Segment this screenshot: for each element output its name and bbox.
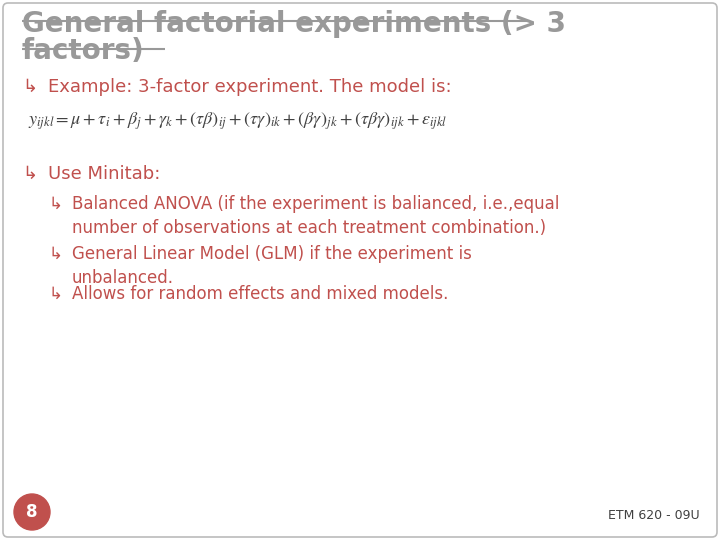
Text: Balanced ANOVA (if the experiment is balianced, i.e.,equal
number of observation: Balanced ANOVA (if the experiment is bal… — [72, 195, 559, 237]
Circle shape — [14, 494, 50, 530]
Text: General factorial experiments (> 3: General factorial experiments (> 3 — [22, 10, 566, 38]
Text: 8: 8 — [26, 503, 37, 521]
Text: Example: 3-factor experiment. The model is:: Example: 3-factor experiment. The model … — [48, 78, 451, 96]
Text: ↳: ↳ — [22, 165, 37, 183]
Text: Allows for random effects and mixed models.: Allows for random effects and mixed mode… — [72, 285, 449, 303]
Text: ETM 620 - 09U: ETM 620 - 09U — [608, 509, 700, 522]
Text: General Linear Model (GLM) if the experiment is
unbalanced.: General Linear Model (GLM) if the experi… — [72, 245, 472, 287]
Text: $y_{ijkl}= \mu + \tau_i + \beta_j + \gamma_k + (\tau\beta)_{ij} + (\tau\gamma)_{: $y_{ijkl}= \mu + \tau_i + \beta_j + \gam… — [28, 110, 447, 132]
Text: ↳: ↳ — [22, 78, 37, 96]
Text: factors): factors) — [22, 37, 145, 65]
Text: ↳: ↳ — [48, 195, 62, 213]
FancyBboxPatch shape — [3, 3, 717, 537]
Text: ↳: ↳ — [48, 245, 62, 263]
Text: Use Minitab:: Use Minitab: — [48, 165, 161, 183]
Text: ↳: ↳ — [48, 285, 62, 303]
